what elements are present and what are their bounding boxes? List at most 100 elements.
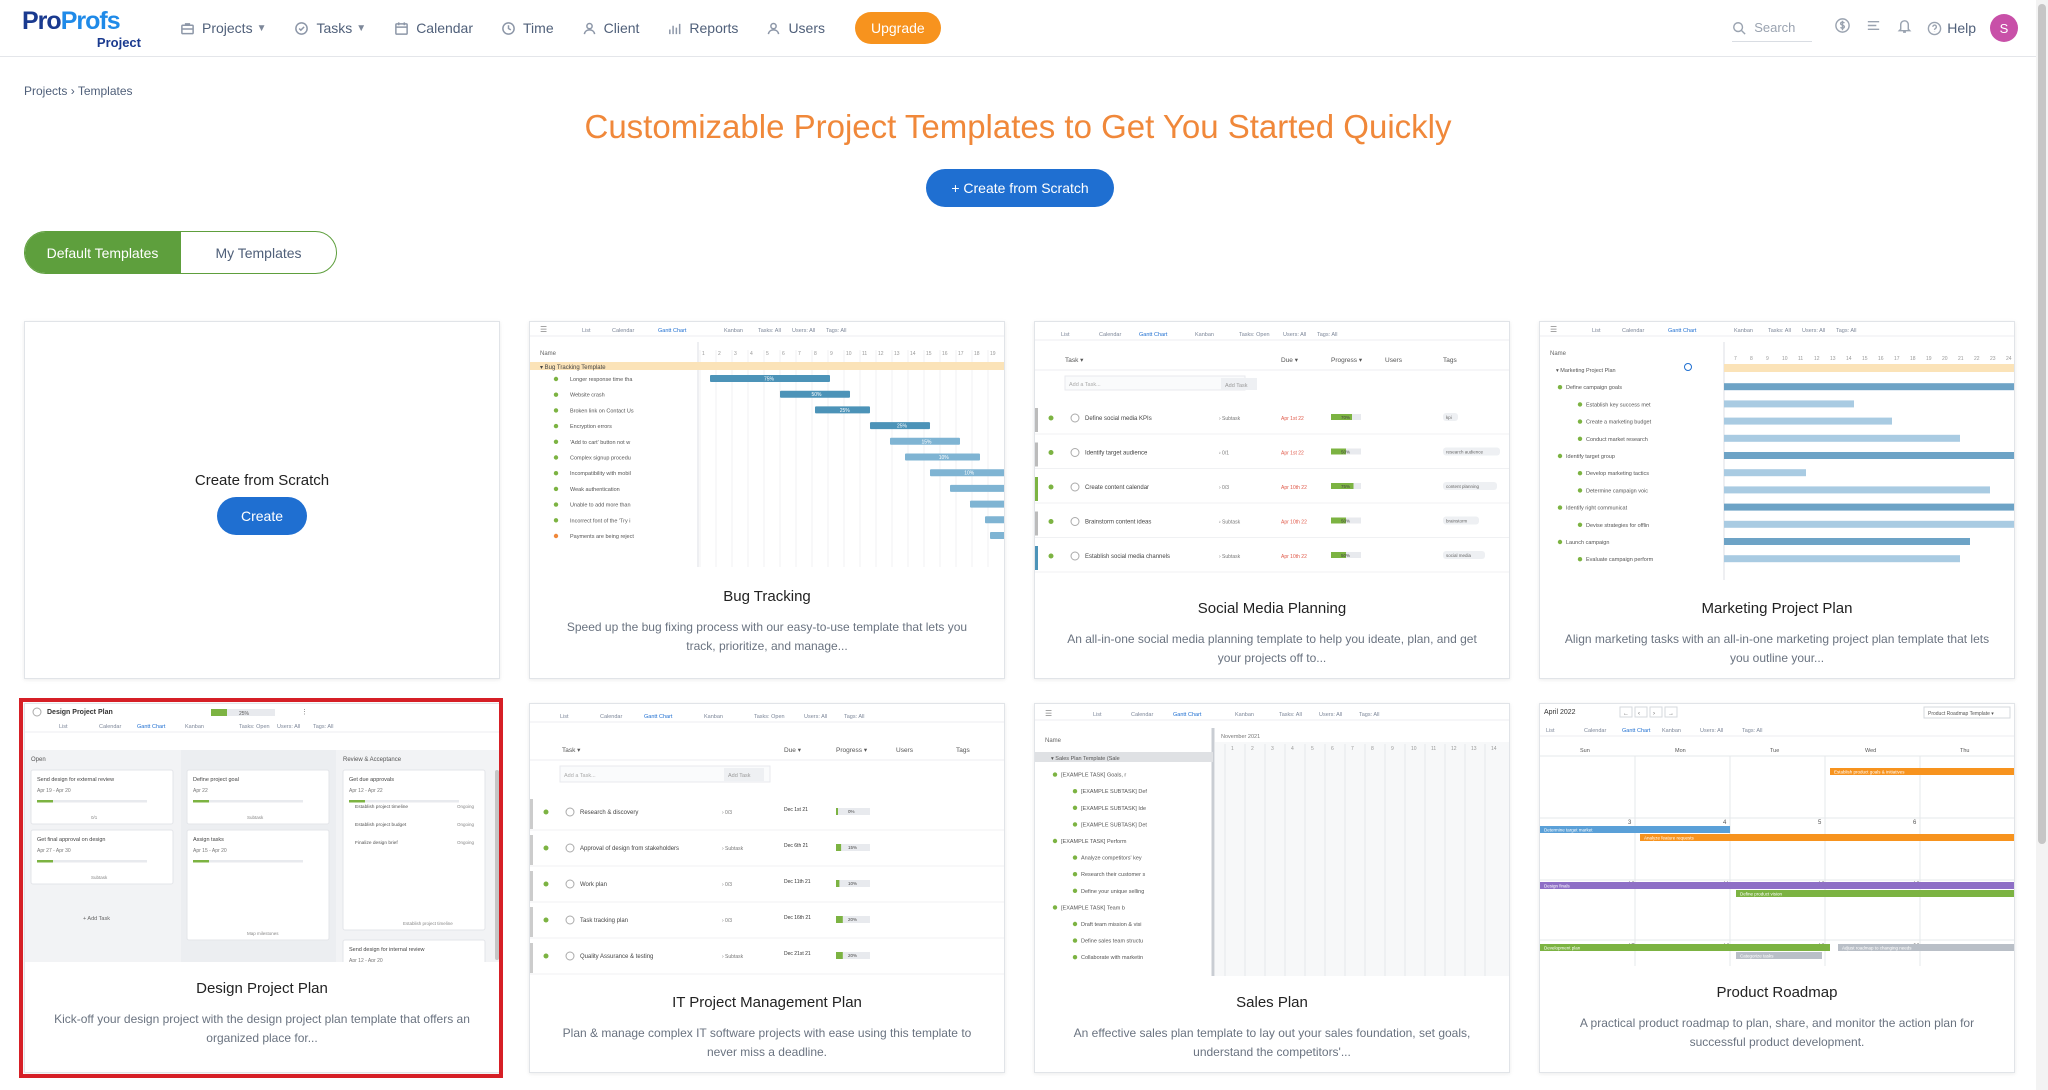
row-indicator: [530, 871, 533, 901]
progress-fill: [1331, 552, 1346, 558]
gantt-task-label: Weak authentication: [570, 487, 620, 493]
preview-toolbar-item: Calendar: [1622, 328, 1644, 334]
bell-icon[interactable]: [1896, 17, 1913, 39]
create-from-scratch-button[interactable]: + Create from Scratch: [926, 169, 1114, 207]
gantt-task-label: Define sales team structu: [1081, 939, 1143, 945]
gantt-task-label: Launch campaign: [1566, 540, 1609, 546]
template-card-product-roadmap[interactable]: April 2022 ← ‹ › → Product Roadmap Template ▾…: [1539, 703, 2015, 1073]
preview-toolbar-item: Calendar: [1584, 728, 1606, 734]
page-scrollbar[interactable]: [2036, 0, 2048, 1090]
upgrade-button[interactable]: Upgrade: [855, 12, 941, 44]
template-card-bug-tracking[interactable]: ☰ List Calendar Gantt Chart Kanban Tasks: All…: [529, 321, 1005, 679]
template-selector: [1923, 706, 2011, 719]
table-header: Progress ▾: [1331, 357, 1363, 364]
gantt-bar: [1724, 434, 1960, 442]
proprofs-logo[interactable]: ProProfs Project: [22, 8, 147, 50]
breadcrumb-projects-link[interactable]: Projects: [24, 84, 68, 98]
subtask-count: › 0/3: [722, 918, 732, 924]
scrollbar-thumb[interactable]: [2038, 4, 2046, 844]
status-dot: [553, 423, 559, 429]
nav-item-projects[interactable]: Projects ▼: [180, 20, 266, 36]
activity-feed-icon[interactable]: [1865, 17, 1882, 39]
gantt-day-label: 1: [1231, 746, 1234, 752]
bug-tracking-preview: ☰ List Calendar Gantt Chart Kanban Tasks: All…: [530, 322, 1004, 567]
roadmap-calendar: April 2022 ← ‹ › → Product Roadmap Template ▾…: [1540, 706, 2014, 966]
bug-tracking-gantt: ☰ List Calendar Gantt Chart Kanban Tasks: All…: [530, 325, 1004, 567]
tag-label: kpi: [1446, 415, 1452, 420]
subtask-count: › 0/1: [1219, 451, 1229, 457]
preview-toolbar-item: List: [582, 328, 591, 334]
menu-icon: ☰: [1550, 325, 1557, 334]
complete-checkbox: [1070, 448, 1080, 457]
template-card-it-project-management[interactable]: List Calendar Gantt Chart Kanban Tasks: Open…: [529, 703, 1005, 1073]
subtask-item: Establish project budget: [355, 822, 407, 828]
preview-toolbar-item: List: [1093, 712, 1102, 718]
progress-label: 70%: [1341, 415, 1350, 420]
complete-checkbox: [565, 807, 575, 817]
task-name: Establish social media channels: [1085, 554, 1170, 560]
template-card-design-project-plan[interactable]: Design Project Plan 25% ⋮ List Calendar Gantt…: [24, 703, 500, 1073]
kanban-card-date: Apr 22: [193, 788, 208, 794]
kanban-card-footer: Subtask: [91, 875, 108, 880]
user-avatar[interactable]: S: [1990, 14, 2018, 42]
nav-item-users[interactable]: Users: [766, 20, 825, 36]
gantt-bar-label: 15%: [922, 439, 933, 445]
subtask-count: › Subtask: [1219, 416, 1241, 422]
gantt-bar-label: 10%: [939, 455, 950, 461]
gantt-group-row: [1724, 364, 2014, 372]
gantt-day-label: 3: [734, 351, 737, 357]
roadmap-event-bar: [1830, 768, 2014, 775]
nav-item-reports[interactable]: Reports: [667, 20, 738, 36]
calendar-date: 4: [1723, 820, 1727, 826]
status-dot: [1072, 888, 1078, 893]
gantt-day-label: 7: [1351, 746, 1354, 752]
gantt-bar: [950, 484, 1004, 492]
progress-label: 10%: [848, 881, 857, 886]
nav-item-calendar[interactable]: Calendar: [394, 20, 473, 36]
status-dot: [1072, 822, 1078, 827]
calendar-day-header: Sun: [1580, 748, 1590, 754]
complete-checkbox: [565, 843, 575, 853]
nav-item-client[interactable]: Client: [582, 20, 639, 36]
gantt-day-label: 5: [766, 351, 769, 357]
gantt-bar-label: 10%: [964, 471, 975, 477]
progress-fill: [1331, 483, 1354, 489]
tag-label: social media: [1446, 553, 1472, 558]
dollar-icon[interactable]: [1834, 17, 1851, 39]
search-input[interactable]: Search: [1732, 14, 1813, 42]
tag-label: research audience: [1446, 450, 1484, 455]
status-dot: [543, 809, 549, 815]
calendar-date: 5: [1818, 820, 1822, 826]
template-card-marketing-project-plan[interactable]: ☰ List Calendar Gantt Chart Kanban Tasks: All…: [1539, 321, 2015, 679]
gantt-bar: [1724, 520, 2014, 528]
status-dot: [1052, 772, 1058, 777]
card-progress-fill: [349, 800, 365, 803]
gantt-day-label: 18: [974, 351, 980, 357]
progress-track: [211, 709, 275, 716]
tag-chip: [1443, 482, 1497, 490]
gantt-group-row: [530, 362, 1004, 370]
gantt-day-label: 8: [1750, 356, 1753, 362]
create-button[interactable]: Create: [217, 497, 307, 535]
row-indicator: [1035, 408, 1038, 432]
gantt-bar: [1724, 486, 1990, 494]
nav-item-time[interactable]: Time: [501, 20, 554, 36]
create-from-scratch-card[interactable]: Create from Scratch Create: [24, 321, 500, 679]
template-card-sales-plan[interactable]: ☰ List Calendar Gantt Chart Kanban Tasks: All…: [1034, 703, 1510, 1073]
tab-my-templates[interactable]: My Templates: [180, 232, 336, 273]
kanban-card-title: Send design for external review: [37, 777, 114, 783]
status-dot: [1577, 557, 1583, 562]
nav-item-tasks[interactable]: Tasks ▼: [294, 20, 366, 36]
status-dot: [553, 518, 559, 523]
card-description: Align marketing tasks with an all-in-one…: [1564, 632, 1990, 665]
gantt-bar: [1724, 538, 1970, 545]
tab-default-templates[interactable]: Default Templates: [25, 232, 180, 273]
help-button[interactable]: Help: [1927, 20, 1976, 36]
progress-fill: [836, 844, 842, 851]
calendar-day-header: Mon: [1675, 748, 1686, 754]
help-circle-icon: [1927, 21, 1942, 35]
complete-checkbox: [1070, 413, 1080, 423]
status-dot: [553, 471, 559, 476]
preview-toolbar-item: Kanban: [724, 328, 743, 334]
template-card-social-media-planning[interactable]: List Calendar Gantt Chart Kanban Tasks: Open…: [1034, 321, 1510, 679]
